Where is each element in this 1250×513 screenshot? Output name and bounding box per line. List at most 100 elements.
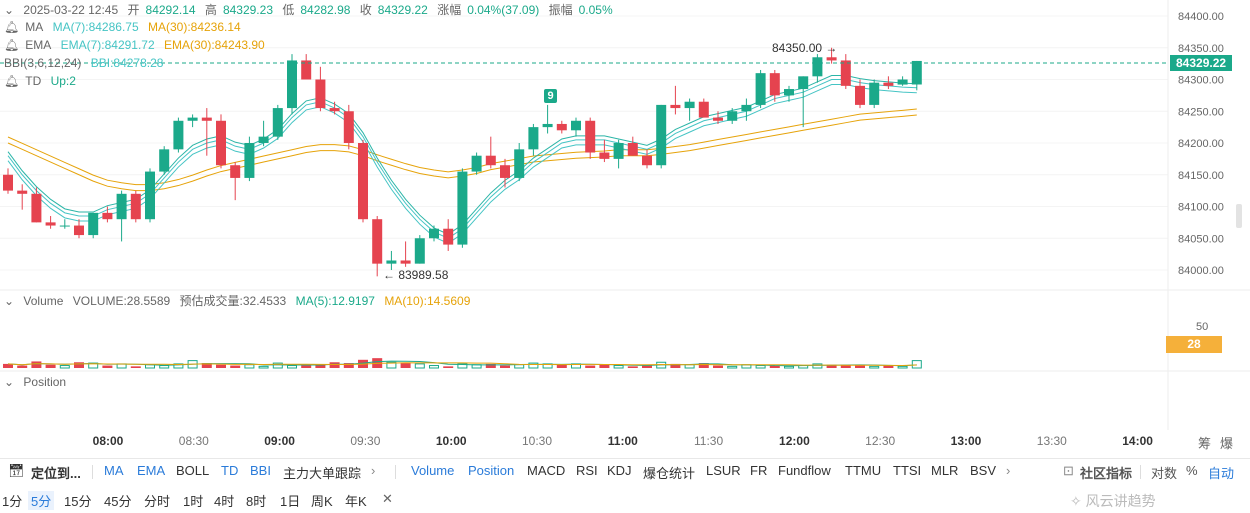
indicator-fr[interactable]: FR [750, 463, 768, 478]
indicator-ema[interactable]: EMA [137, 463, 166, 478]
ema-legend[interactable]: 🔔︎ EMA EMA(7):84291.72 EMA(30):84243.90 [4, 38, 265, 52]
volume-bar[interactable] [258, 365, 269, 369]
volume-bar[interactable] [400, 363, 411, 368]
timeframe-1h[interactable]: 1时 [183, 494, 204, 509]
chevron-down-icon[interactable]: ⌄ [4, 294, 15, 308]
candle-body[interactable] [159, 149, 170, 172]
candle-body[interactable] [3, 174, 13, 191]
volume-bar[interactable] [840, 364, 851, 368]
candle-body[interactable] [514, 149, 525, 178]
indicator-rsi[interactable]: RSI [576, 463, 598, 478]
community-indicators-button[interactable]: 社区指标 [1080, 466, 1133, 481]
candle-body[interactable] [485, 155, 496, 166]
candle-body[interactable] [798, 76, 809, 90]
candle-body[interactable] [840, 60, 851, 86]
candle-body[interactable] [613, 143, 624, 159]
volume-bar[interactable] [272, 362, 283, 369]
volume-bar[interactable] [826, 364, 837, 368]
volume-bar[interactable] [911, 360, 922, 369]
candle-body[interactable] [258, 136, 269, 143]
auto-scale-toggle[interactable]: 自动 [1208, 466, 1235, 481]
indicator-bbi[interactable]: BBI [250, 463, 271, 478]
candle-body[interactable] [386, 260, 397, 264]
candle-body[interactable] [713, 117, 723, 121]
candle-body[interactable] [698, 101, 709, 118]
volume-bar[interactable] [869, 365, 880, 369]
td-legend[interactable]: 🔔︎ TD Up:2 [4, 74, 76, 88]
candle-body[interactable] [571, 120, 581, 131]
indicator-large-order[interactable]: 主力大单跟踪 [283, 466, 362, 481]
volume-bar[interactable] [315, 364, 326, 368]
candle-body[interactable] [642, 155, 652, 166]
candle-body[interactable] [173, 120, 184, 150]
volume-bar[interactable] [528, 362, 539, 369]
timeframe-8h[interactable]: 8时 [246, 494, 267, 509]
volume-bar[interactable] [500, 365, 510, 368]
indicator-td[interactable]: TD [221, 463, 239, 478]
candle-body[interactable] [556, 123, 567, 131]
candle-body[interactable] [812, 57, 823, 77]
timeframe-1m[interactable]: 1分 [2, 494, 23, 509]
volume-bar[interactable] [443, 366, 454, 368]
volume-bar[interactable] [457, 363, 468, 369]
volume-bar[interactable] [698, 363, 709, 368]
volume-bar[interactable] [301, 365, 312, 368]
chevron-right-icon[interactable]: › [371, 463, 376, 478]
candle-body[interactable] [400, 260, 411, 264]
ma-legend[interactable]: 🔔︎ MA MA(7):84286.75 MA(30):84236.14 [4, 20, 241, 34]
volume-bar[interactable] [599, 364, 610, 368]
chevron-down-icon[interactable]: ⌄ [4, 375, 15, 389]
locate-button[interactable]: 定位到... [31, 466, 81, 481]
percent-scale-toggle[interactable]: % [1186, 463, 1198, 478]
candle-body[interactable] [911, 60, 922, 85]
candle-body[interactable] [187, 117, 198, 121]
collapse-handle[interactable] [1236, 204, 1242, 228]
timeframe-4h[interactable]: 4时 [214, 494, 235, 509]
candle-body[interactable] [457, 171, 468, 245]
candle-body[interactable] [130, 193, 141, 220]
volume-bar[interactable] [883, 365, 894, 368]
candle-body[interactable] [897, 79, 908, 85]
volume-bar[interactable] [727, 365, 738, 369]
timeframe-15m[interactable]: 15分 [64, 494, 92, 509]
bell-icon[interactable]: 🔔︎ [4, 38, 20, 52]
volume-bar[interactable] [670, 363, 681, 368]
indicator-bsv[interactable]: BSV [970, 463, 997, 478]
candle-body[interactable] [883, 82, 894, 86]
candle-body[interactable] [358, 143, 368, 220]
volume-bar[interactable] [414, 363, 425, 369]
volume-bar[interactable] [613, 365, 624, 369]
candle-body[interactable] [656, 104, 667, 166]
indicator-lsur[interactable]: LSUR [706, 463, 741, 478]
timeframe-5m[interactable]: 5分 [28, 491, 55, 510]
candle-body[interactable] [826, 57, 837, 61]
indicator-ma[interactable]: MA [104, 463, 124, 478]
candle-body[interactable] [301, 60, 312, 80]
position-legend[interactable]: ⌄ Position [4, 375, 67, 389]
community-icon[interactable]: ⊡ [1063, 463, 1074, 478]
candle-body[interactable] [627, 143, 638, 156]
timeframe-45m[interactable]: 45分 [104, 494, 132, 509]
candle-body[interactable] [287, 60, 297, 109]
volume-bar[interactable] [17, 365, 28, 368]
indicator-macd[interactable]: MACD [527, 463, 566, 478]
candle-body[interactable] [88, 212, 99, 236]
indicator-mlr[interactable]: MLR [931, 463, 959, 478]
indicator-volume[interactable]: Volume [411, 463, 455, 478]
indicator-kdj[interactable]: KDJ [607, 463, 632, 478]
volume-bar[interactable] [230, 365, 241, 368]
candle-body[interactable] [755, 73, 766, 105]
candle-body[interactable] [216, 120, 226, 166]
chevron-down-icon[interactable]: ⌄ [4, 3, 15, 17]
candle-body[interactable] [670, 104, 681, 109]
volume-bar[interactable] [429, 365, 439, 369]
volume-bar[interactable] [159, 365, 170, 369]
candle-body[interactable] [769, 73, 780, 96]
candle-body[interactable] [599, 152, 610, 159]
volume-bar[interactable] [343, 363, 354, 368]
volume-bar[interactable] [3, 363, 13, 368]
candle-body[interactable] [585, 120, 596, 153]
candle-body[interactable] [429, 228, 439, 239]
volume-bar[interactable] [173, 363, 184, 369]
indicator-ttsi[interactable]: TTSI [893, 463, 922, 478]
